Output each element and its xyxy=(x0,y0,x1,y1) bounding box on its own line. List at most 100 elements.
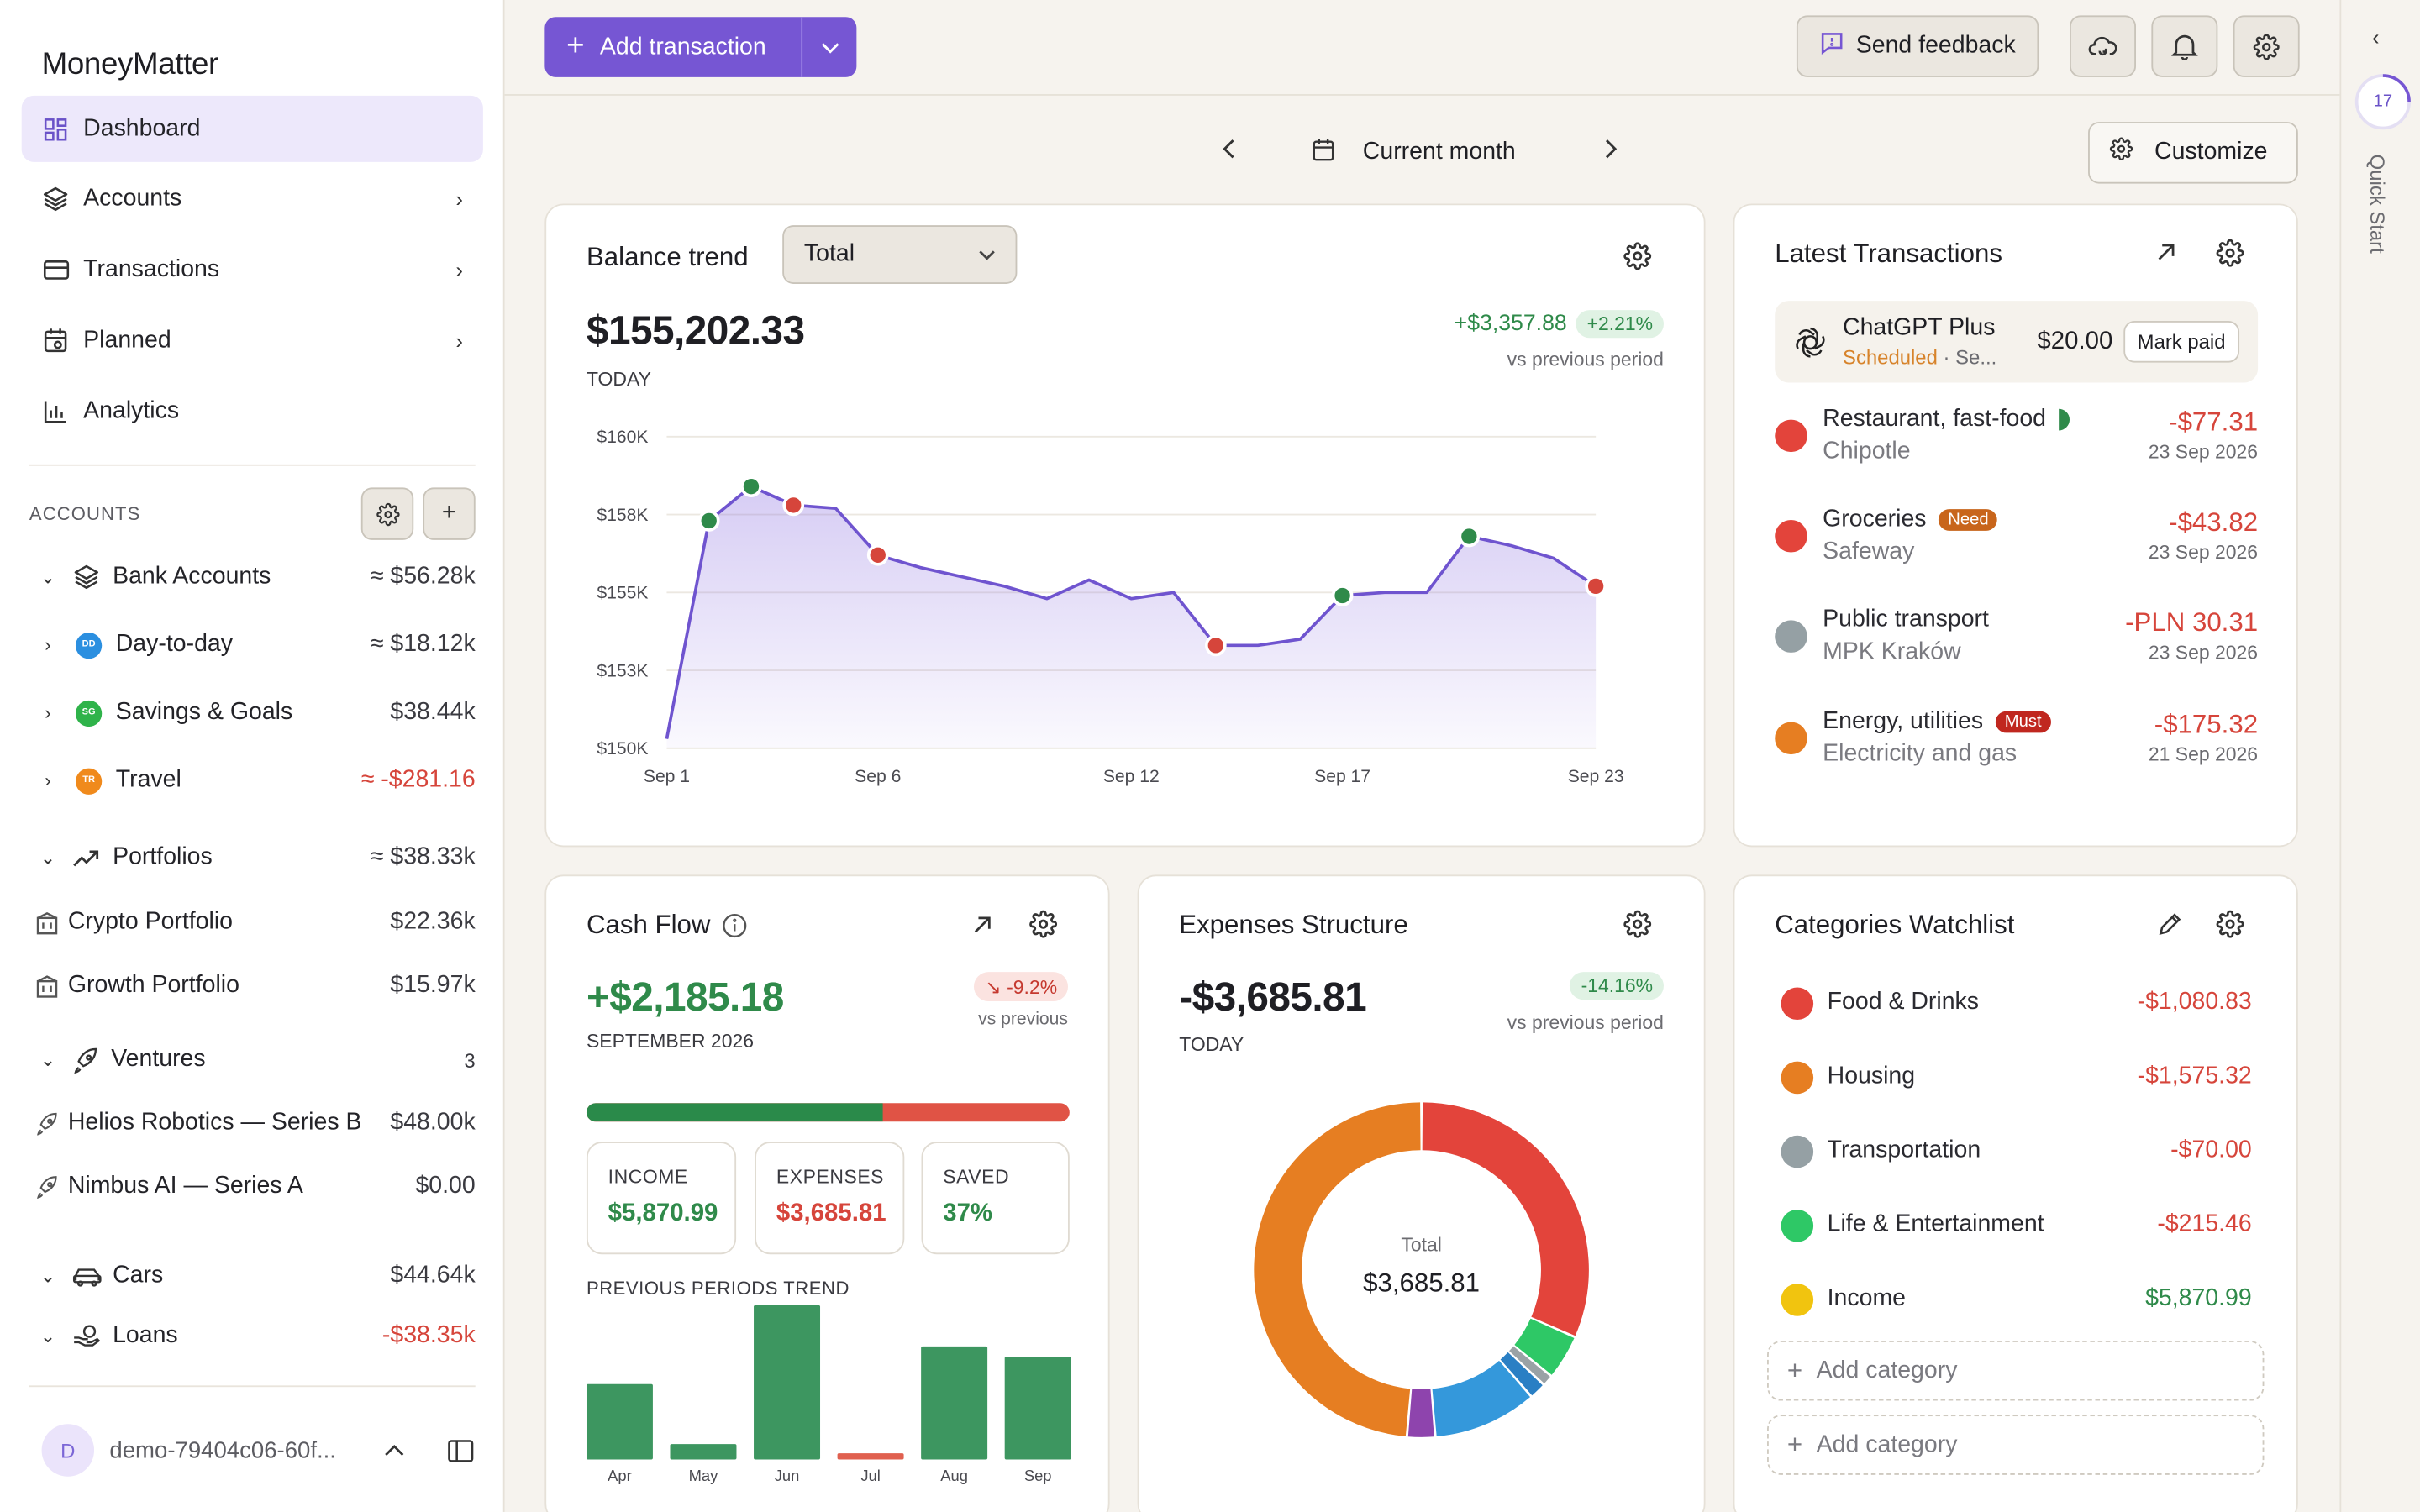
mark-paid-button[interactable]: Mark paid xyxy=(2123,321,2240,363)
nav-item-analytics[interactable]: Analytics xyxy=(22,378,483,444)
chevron-right-icon: › xyxy=(455,328,464,354)
watchlist-item[interactable]: Food & Drinks -$1,080.83 xyxy=(1781,979,2252,1026)
donut-slice xyxy=(1513,1318,1575,1375)
card-title: Balance trend xyxy=(586,242,749,272)
expenses-delta: -14.16% xyxy=(1570,972,1664,1000)
gear-icon[interactable] xyxy=(1029,910,1058,938)
add-transaction-button[interactable]: + Add transaction xyxy=(544,17,857,77)
open-external-icon[interactable] xyxy=(2156,242,2176,262)
account-name: Cars xyxy=(113,1262,164,1289)
chevron-down-icon[interactable]: ⌄ xyxy=(39,1265,56,1287)
sidebar-toggle-icon[interactable] xyxy=(448,1439,474,1462)
chevron-down-icon[interactable]: ⌄ xyxy=(39,1325,56,1347)
building-icon xyxy=(35,974,59,998)
bar-chart-icon xyxy=(42,397,70,425)
account-group-ventures[interactable]: ⌄ Ventures 3 xyxy=(29,1046,476,1074)
user-menu[interactable]: D demo-79404c06-60f... xyxy=(41,1422,474,1478)
chevron-right-icon[interactable]: › xyxy=(45,769,51,792)
add-category-button[interactable]: + Add category xyxy=(1767,1415,2265,1475)
trend-icon xyxy=(72,847,100,869)
customize-button[interactable]: Customize xyxy=(2088,122,2298,184)
open-external-icon[interactable] xyxy=(972,915,992,935)
nav-item-accounts[interactable]: Accounts › xyxy=(22,166,483,233)
accounts-settings-button[interactable] xyxy=(360,487,414,540)
account-savings[interactable]: › SG Savings & Goals $38.44k xyxy=(29,699,476,727)
transaction-row[interactable]: Public transport MPK Kraków -PLN 30.31 23 … xyxy=(1775,594,2258,677)
account-crypto[interactable]: Crypto Portfolio $22.36k xyxy=(29,909,476,937)
tx-date: 23 Sep 2026 xyxy=(2148,441,2259,464)
account-value: ≈ -$281.16 xyxy=(360,766,476,794)
account-helios[interactable]: Helios Robotics — Series B $48.00k xyxy=(29,1110,476,1137)
balance-marker xyxy=(782,494,805,517)
nav-item-planned[interactable]: Planned › xyxy=(22,307,483,374)
pencil-icon[interactable] xyxy=(2158,911,2182,936)
transaction-row[interactable]: Energy, utilities Must Electricity and gas… xyxy=(1775,696,2258,779)
tx-sub: · Se... xyxy=(1943,345,1997,369)
progress-arc xyxy=(2382,74,2411,102)
account-badge: SG xyxy=(75,699,103,727)
gear-icon[interactable] xyxy=(2216,910,2244,938)
chevron-right-icon[interactable]: › xyxy=(45,633,51,656)
watchlist-item[interactable]: Income $5,870.99 xyxy=(1781,1276,2252,1322)
account-group-cars[interactable]: ⌄ Cars $44.64k xyxy=(29,1262,476,1289)
add-transaction-dropdown[interactable] xyxy=(802,41,856,54)
chevron-down-icon[interactable]: ⌄ xyxy=(39,1048,56,1071)
stat-label: INCOME xyxy=(608,1166,688,1189)
transaction-row[interactable]: Groceries Need Safeway -$43.82 23 Sep 2026 xyxy=(1775,494,2258,577)
category-dot xyxy=(1775,418,1807,452)
donut-slice xyxy=(1407,1389,1434,1437)
account-value: $15.97k xyxy=(390,972,476,999)
nav-label: Accounts xyxy=(83,185,182,213)
balance-value: $155,202.33 xyxy=(586,307,805,354)
add-transaction-main[interactable]: + Add transaction xyxy=(544,17,803,77)
quick-start-label[interactable]: Quick Start xyxy=(2365,154,2390,254)
chevron-up-icon[interactable] xyxy=(384,1444,404,1457)
account-day-to-day[interactable]: › DD Day-to-day ≈ $18.12k xyxy=(29,631,476,659)
main-nav: Dashboard Accounts › Transactions › xyxy=(21,95,483,449)
gear-icon[interactable] xyxy=(1623,910,1652,938)
sync-button[interactable] xyxy=(2070,15,2136,77)
transaction-row[interactable]: Restaurant, fast-food Chipotle -$77.31 23 … xyxy=(1775,393,2258,476)
chevron-right-icon[interactable]: › xyxy=(45,701,51,724)
x-tick-label: Sep 6 xyxy=(855,767,901,786)
account-nimbus[interactable]: Nimbus AI — Series A $0.00 xyxy=(29,1173,476,1200)
gear-icon[interactable] xyxy=(1623,242,1652,270)
account-group-portfolios[interactable]: ⌄ Portfolios ≈ $38.33k xyxy=(29,844,476,872)
chevron-left-icon[interactable]: ‹ xyxy=(2372,24,2380,50)
income-bar-fill xyxy=(586,1103,883,1122)
categories-watchlist-card: Categories Watchlist Food & Drinks -$1,0… xyxy=(1733,874,2298,1512)
account-travel[interactable]: › TR Travel ≈ -$281.16 xyxy=(29,767,476,795)
watchlist-item[interactable]: Life & Entertainment -$215.46 xyxy=(1781,1202,2252,1248)
chevron-down-icon[interactable]: ⌄ xyxy=(39,566,56,588)
plus-icon: + xyxy=(1786,1429,1803,1459)
notifications-button[interactable] xyxy=(2151,15,2218,77)
chevron-right-icon[interactable] xyxy=(1605,139,1618,166)
gear-icon[interactable] xyxy=(2216,239,2244,267)
donut-slice xyxy=(1254,1102,1421,1436)
chevron-down-icon[interactable]: ⌄ xyxy=(39,847,56,869)
add-account-button[interactable]: + xyxy=(423,487,476,540)
info-icon[interactable] xyxy=(723,913,747,938)
tx-amount: -$43.82 xyxy=(2169,507,2259,538)
account-group-bank[interactable]: ⌄ Bank Accounts ≈ $56.28k xyxy=(29,563,476,591)
watchlist-item[interactable]: Housing -$1,575.32 xyxy=(1781,1053,2252,1100)
category-dot xyxy=(1781,1060,1814,1094)
chevron-left-icon[interactable] xyxy=(1223,139,1235,166)
expenses-stat: EXPENSES $3,685.81 xyxy=(755,1142,905,1255)
watchlist-item[interactable]: Transportation -$70.00 xyxy=(1781,1128,2252,1174)
account-group-loans[interactable]: ⌄ Loans -$38.35k xyxy=(29,1322,476,1350)
add-category-button[interactable]: + Add category xyxy=(1767,1341,2265,1401)
balance-line xyxy=(665,485,1597,739)
nav-item-transactions[interactable]: Transactions › xyxy=(22,237,483,303)
account-growth[interactable]: Growth Portfolio $15.97k xyxy=(29,972,476,1000)
balance-scope-select[interactable]: Total xyxy=(782,225,1018,284)
send-feedback-button[interactable]: Send feedback xyxy=(1796,15,2039,77)
period-label[interactable]: Current month xyxy=(1362,139,1516,165)
calendar-icon xyxy=(42,327,70,354)
settings-button[interactable] xyxy=(2233,15,2300,77)
tx-date: 23 Sep 2026 xyxy=(2148,541,2259,564)
account-value: ≈ $56.28k xyxy=(370,563,476,590)
nav-item-dashboard[interactable]: Dashboard xyxy=(21,95,483,162)
scheduled-transaction[interactable]: ChatGPT Plus Scheduled · Se... $20.00 Ma… xyxy=(1775,301,2259,383)
nav-label: Planned xyxy=(83,327,171,354)
